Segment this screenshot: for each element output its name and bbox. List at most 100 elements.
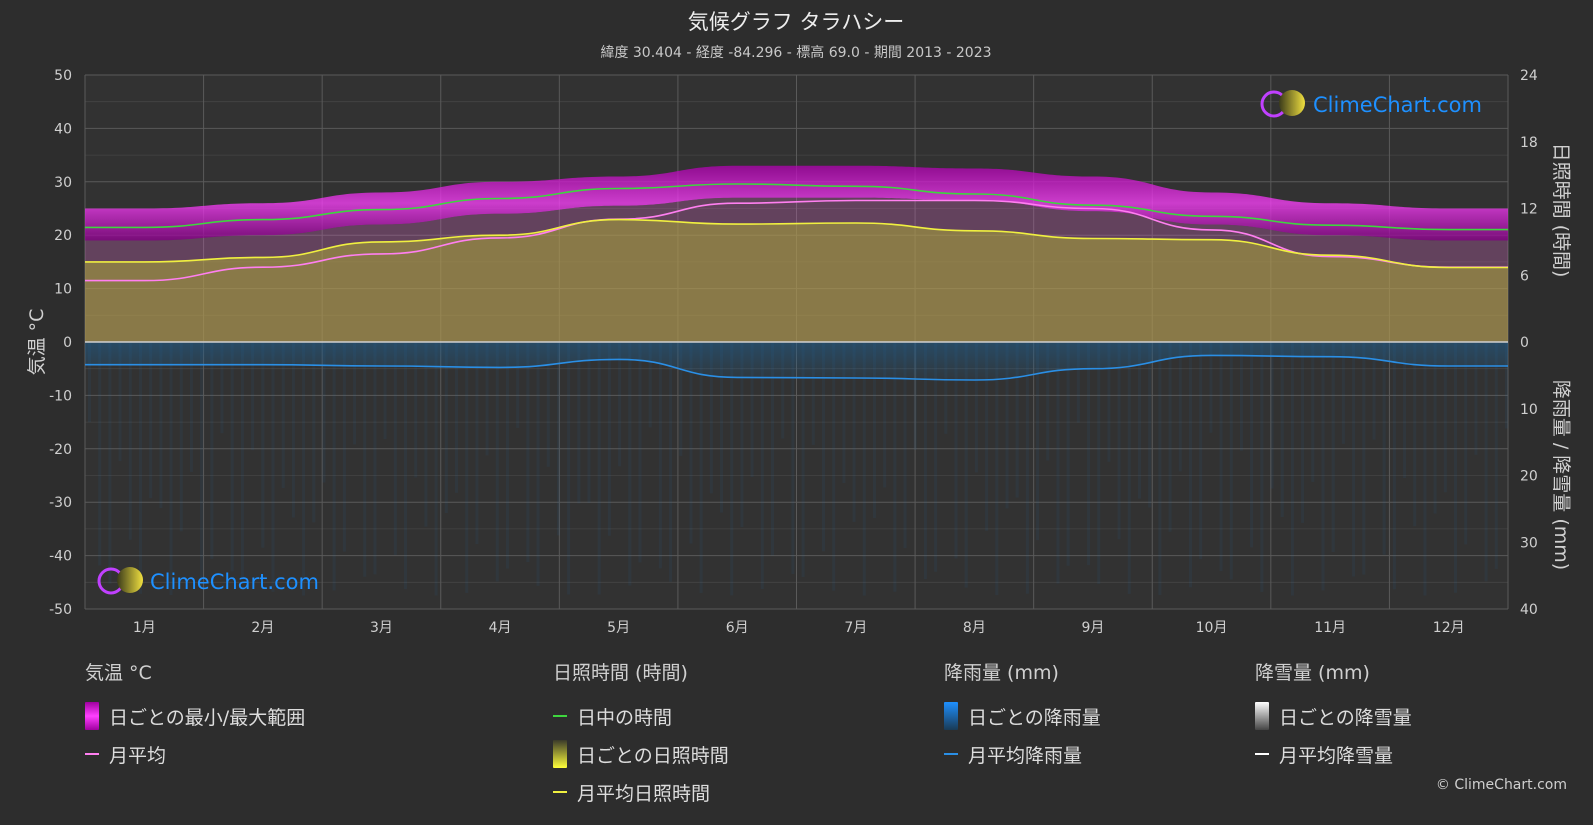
rain-bar [1260,342,1264,592]
rain-bar [353,342,357,445]
watermark-bottom: ClimeChart.com [97,567,319,595]
rain-bar [1290,342,1294,596]
x-tick-label: 12月 [1433,620,1465,636]
rain-bar [342,342,346,552]
x-tick-label: 1月 [133,620,156,636]
rain-bar [88,342,91,423]
sunshine-area [85,219,1508,342]
y-left-tick-label: 0 [63,335,72,351]
axes: 50 40 30 20 10 0 -10 -20 -30 -40 -50 24 18 12 6 0 10 20 30… [49,68,1538,636]
rain-bar [1454,342,1458,593]
rain-bar [465,342,469,593]
x-tick-label: 5月 [607,620,630,636]
series-lines [84,183,1508,381]
legend-item: 日ごとの最小/最大範囲 [85,697,305,735]
rain-bar [1362,342,1366,575]
y-right-bottom-tick-label: 30 [1520,535,1538,551]
rain-bar [271,342,275,592]
y-right-top-tick-label: 0 [1520,335,1529,351]
rain-bar [689,342,693,544]
y-left-tick-label: -20 [49,442,72,458]
rain-bar [1464,342,1468,545]
y-left-tick-label: 10 [54,282,72,298]
rain-bar [872,342,876,519]
rain-bar [1341,342,1345,444]
rain-bar [1494,342,1498,569]
sunshine-avg-line [84,218,1508,269]
rain-area [85,342,1508,596]
rain-bar [944,342,948,434]
legend-label: 月平均 [109,744,167,767]
rain-bar [159,342,163,509]
rain-bar [485,342,489,456]
legend-item: 日ごとの降雪量 [1255,697,1412,735]
rain-bar [934,342,938,572]
x-tick-label: 2月 [251,620,274,636]
rain-bar [821,342,825,552]
rain-bar [832,342,836,591]
rain-bar [567,342,571,595]
legend-label: 日ごとの日照時間 [577,744,729,767]
rain-bar [1015,342,1019,498]
rain-bar [903,342,907,549]
rain-bar [740,342,744,528]
y-right-bottom-label: 降雨量 / 降雪量 (mm) [1550,380,1572,570]
logo-sun-icon [117,567,143,593]
rain-bar [1280,342,1284,518]
rain-bar [169,342,173,596]
x-tick-label: 4月 [489,620,512,636]
rain-bar [332,342,336,591]
y-left-tick-label: 50 [54,68,72,84]
rain-bar [1331,342,1335,553]
legend-label: 日ごとの降雪量 [1279,706,1412,729]
rain-bar [556,342,560,536]
rain-bar [251,342,255,451]
rain-avg-line [84,354,1508,381]
rain-swatch [944,702,958,730]
rain-bar [648,342,652,428]
rain-bar [189,342,193,472]
sunshine-avg-swatch [553,791,567,793]
legend-rain: 降雨量 (mm) 日ごとの降雨量 月平均降雨量 [944,658,1101,773]
rain-bar [383,342,387,440]
y-right-top-tick-label: 24 [1520,68,1538,84]
legend-heading: 気温 °C [85,662,152,684]
logo-sun-icon [1279,90,1305,116]
legend-label: 日中の時間 [577,706,673,729]
y-left-tick-label: -50 [49,602,72,618]
x-tick-label: 3月 [370,620,393,636]
rain-bar [995,342,999,596]
rain-bar [1239,342,1243,451]
legend-snow: 降雪量 (mm) 日ごとの降雪量 月平均降雪量 [1255,658,1412,773]
legend-item: 日中の時間 [553,697,729,735]
rain-bar [128,342,132,540]
rain-bar [1127,342,1131,594]
rain-bar [852,342,856,522]
rain-bar [495,342,499,582]
rain-bar [618,342,622,467]
rain-bar [1301,342,1305,523]
rain-bar [210,342,214,559]
snow-avg-swatch [1255,753,1269,755]
rain-bar [964,342,968,588]
rain-avg-swatch [944,753,958,755]
x-tick-label: 8月 [963,620,986,636]
legend-temperature: 気温 °C 日ごとの最小/最大範囲 月平均 [85,658,305,773]
y-right-top-tick-label: 6 [1520,268,1529,284]
rain-bar [1056,342,1060,584]
y-left-tick-label: -30 [49,495,72,511]
rain-bar [1352,342,1356,577]
y-right-top-label: 日照時間 (時間) [1550,143,1572,278]
rain-bar [1188,342,1192,588]
y-right-bottom-tick-label: 20 [1520,469,1538,485]
legend-heading: 日照時間 (時間) [553,662,688,684]
rain-bar [1005,342,1009,509]
rain-bar [679,342,683,456]
rain-bar [1229,342,1233,580]
legend-label: 日ごとの最小/最大範囲 [109,706,306,729]
rain-bar [444,342,448,514]
chart-subtitle: 緯度 30.404 - 経度 -84.296 - 標高 69.0 - 期間 20… [600,44,991,61]
rain-bar [883,342,887,488]
y-right-bottom-tick-label: 10 [1520,402,1538,418]
watermark-text: ClimeChart.com [150,570,319,594]
